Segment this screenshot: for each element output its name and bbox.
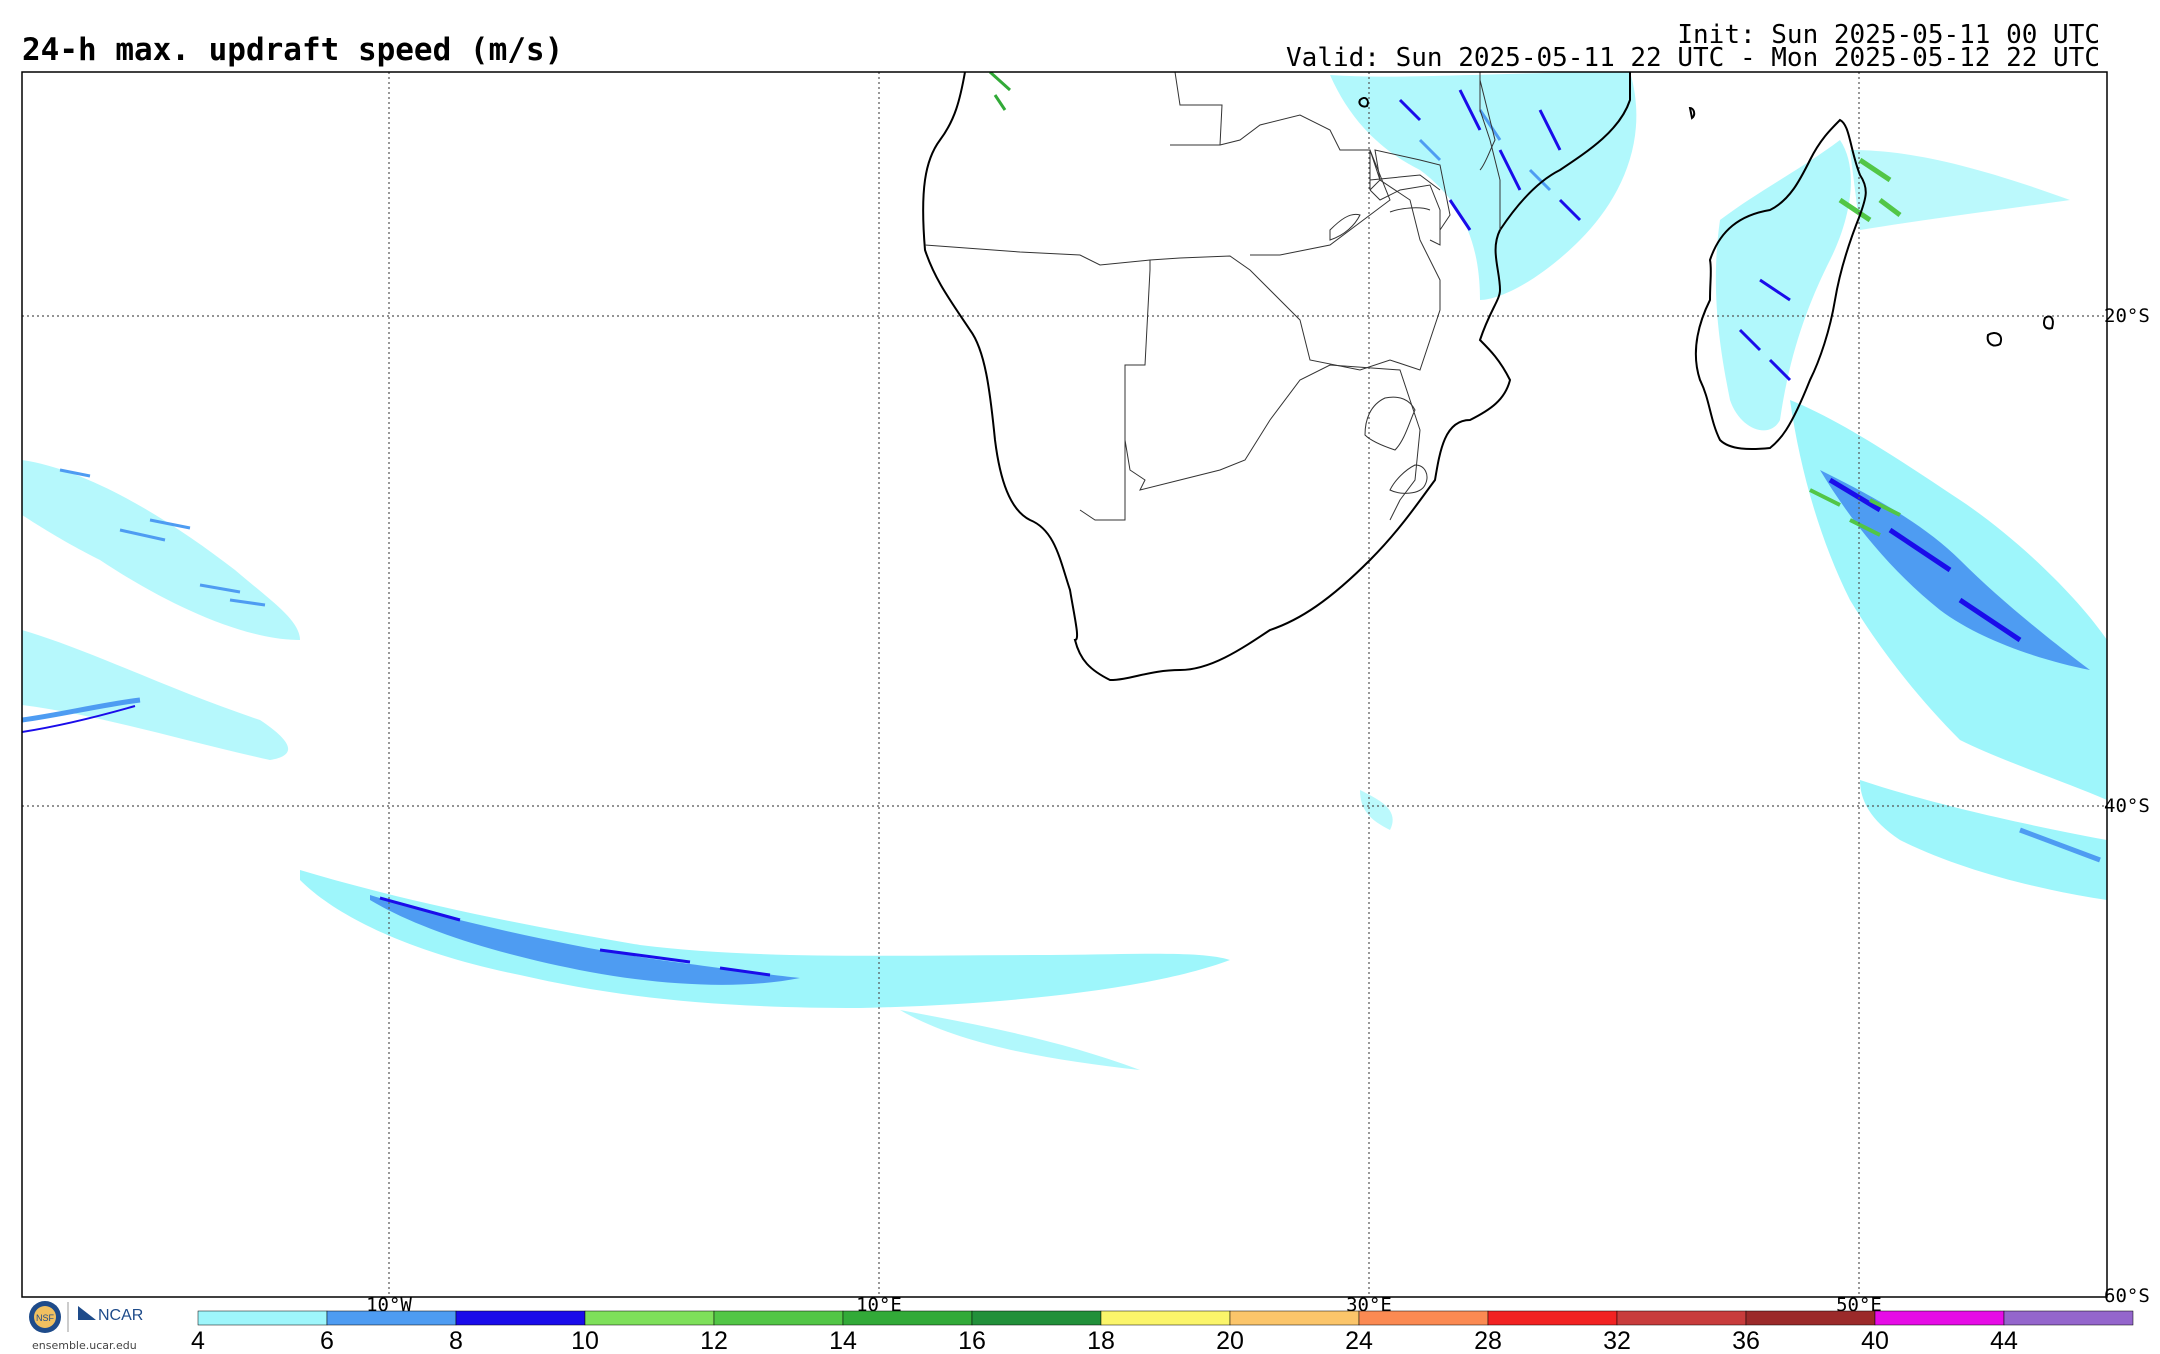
colorbar-swatch [2003, 1310, 2134, 1326]
valid-time: Valid: Sun 2025-05-11 22 UTC - Mon 2025-… [1286, 43, 2100, 73]
updraft-area-west-atlantic [22, 460, 300, 760]
colorbar-tick-label: 10 [571, 1327, 599, 1354]
colorbar-swatch [1100, 1310, 1231, 1326]
updraft-area-south-atlantic-band [300, 870, 1230, 1070]
colorbar: 4 6 8 10 12 14 16 18 20 24 28 32 36 40 44 [191, 1310, 2134, 1354]
footer-site: ensemble.ucar.edu [32, 1339, 137, 1352]
map-title: 24-h max. updraft speed (m/s) [22, 32, 564, 68]
colorbar-swatch [1358, 1310, 1489, 1326]
country-borders [924, 72, 1501, 521]
colorbar-tick-label: 44 [1990, 1327, 2018, 1354]
ncar-logo-icon [78, 1306, 96, 1320]
map-frame [21, 71, 2108, 1298]
colorbar-swatch [326, 1310, 457, 1326]
updraft-field [22, 72, 2107, 1070]
lat-label-20s: 20°S [2104, 305, 2150, 327]
colorbar-swatch [1874, 1310, 2005, 1326]
lon-label-30e: 30°E [1346, 1294, 1392, 1316]
colorbar-tick-label: 28 [1474, 1327, 1502, 1354]
colorbar-tick-label: 16 [958, 1327, 986, 1354]
ncar-logo-text: NCAR [98, 1307, 143, 1324]
updraft-area-southwest-indian [1360, 400, 2107, 900]
colorbar-swatch [1745, 1310, 1876, 1326]
colorbar-swatch [1487, 1310, 1618, 1326]
colorbar-swatch [1229, 1310, 1360, 1326]
lon-label-50e: 50°E [1836, 1294, 1882, 1316]
lat-label-40s: 40°S [2104, 795, 2150, 817]
init-time: Init: Sun 2025-05-11 00 UTC [1677, 20, 2100, 50]
nsf-logo-text: NSF [36, 1313, 55, 1323]
colorbar-tick-label: 40 [1861, 1327, 1889, 1354]
colorbar-tick-label: 4 [191, 1327, 205, 1354]
colorbar-swatch [584, 1310, 715, 1326]
lon-label-10e: 10°E [856, 1294, 902, 1316]
colorbar-tick-label: 14 [829, 1327, 857, 1354]
colorbar-tick-label: 18 [1087, 1327, 1115, 1354]
lon-label-10w: 10°W [366, 1294, 412, 1316]
colorbar-tick-label: 32 [1603, 1327, 1631, 1354]
lat-label-60s: 60°S [2104, 1285, 2150, 1307]
colorbar-swatch [197, 1310, 328, 1326]
updraft-area-east-africa [988, 72, 1637, 300]
colorbar-swatch [971, 1310, 1102, 1326]
colorbar-swatch [455, 1310, 586, 1326]
colorbar-swatch [842, 1310, 973, 1326]
colorbar-tick-label: 36 [1732, 1327, 1760, 1354]
colorbar-tick-label: 20 [1216, 1327, 1244, 1354]
colorbar-swatch [713, 1310, 844, 1326]
coastline [922, 72, 2054, 682]
updraft-area-madagascar [1715, 140, 2070, 431]
graticule [22, 72, 2107, 1297]
colorbar-tick-label: 6 [320, 1327, 334, 1354]
logo-group: NSF NCAR [26, 1298, 156, 1336]
colorbar-tick-label: 24 [1345, 1327, 1373, 1354]
colorbar-swatch [1616, 1310, 1747, 1326]
colorbar-tick-label: 12 [700, 1327, 728, 1354]
colorbar-tick-label: 8 [449, 1327, 463, 1354]
